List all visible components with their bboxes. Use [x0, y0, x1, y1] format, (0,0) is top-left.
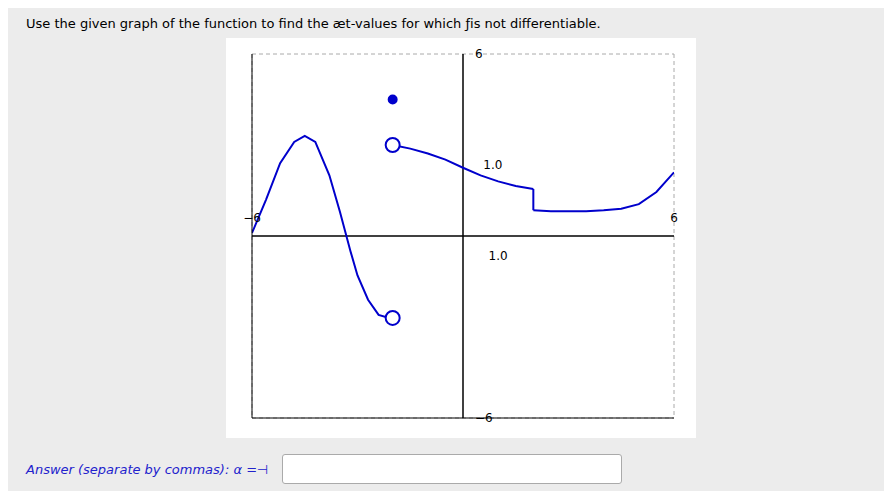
svg-text:6: 6 [475, 47, 483, 61]
svg-text:6: 6 [670, 211, 678, 225]
html-text:Use the given graph of the fun: Use the given graph of the function to f… [26, 16, 601, 31]
html-text:Answer (separate by commas): α: Answer (separate by commas): α =⊣ [26, 461, 269, 477]
svg-text:1.0: 1.0 [489, 249, 508, 263]
svg-text:−6: −6 [243, 211, 261, 225]
svg-text:1.0: 1.0 [483, 158, 502, 172]
svg-text:−6: −6 [475, 411, 493, 425]
